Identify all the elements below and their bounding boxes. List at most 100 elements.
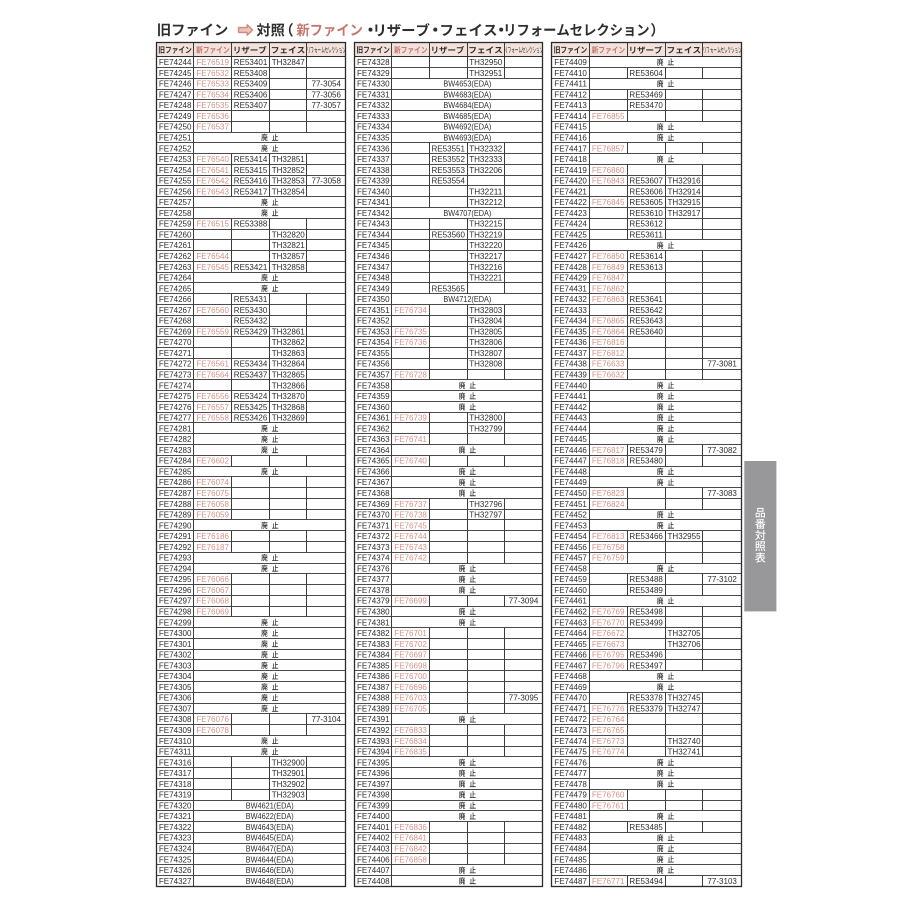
svg-text:FE76776: FE76776 — [592, 705, 625, 714]
svg-text:FE74427: FE74427 — [554, 252, 587, 261]
svg-text:FE76632: FE76632 — [592, 371, 625, 380]
svg-text:FE74344: FE74344 — [357, 230, 390, 239]
svg-text:TH32219: TH32219 — [469, 230, 503, 239]
svg-text:FE76816: FE76816 — [592, 338, 625, 347]
svg-text:77-3103: 77-3103 — [707, 877, 737, 886]
svg-text:RE53497: RE53497 — [629, 661, 663, 670]
svg-text:FE76834: FE76834 — [394, 737, 427, 746]
svg-text:RE53421: RE53421 — [234, 263, 268, 272]
svg-text:FE74416: FE74416 — [554, 134, 587, 143]
svg-text:TH32900: TH32900 — [272, 758, 306, 767]
svg-text:FE76535: FE76535 — [196, 101, 229, 110]
svg-text:FE76543: FE76543 — [196, 187, 229, 196]
svg-text:FE74454: FE74454 — [554, 532, 587, 541]
svg-text:FE76702: FE76702 — [394, 640, 427, 649]
svg-text:FE74301: FE74301 — [159, 640, 192, 649]
svg-text:TH32955: TH32955 — [668, 532, 702, 541]
svg-text:RE53613: RE53613 — [629, 263, 663, 272]
svg-text:RE53437: RE53437 — [234, 371, 268, 380]
svg-text:FE74415: FE74415 — [554, 123, 587, 132]
svg-text:RE53480: RE53480 — [629, 457, 663, 466]
svg-text:FE74262: FE74262 — [159, 252, 192, 261]
svg-text:FE74264: FE74264 — [159, 274, 192, 283]
svg-text:FE74317: FE74317 — [159, 769, 192, 778]
svg-text:FE76519: FE76519 — [196, 58, 229, 67]
svg-text:RE53388: RE53388 — [234, 220, 268, 229]
svg-text:TH32847: TH32847 — [272, 58, 306, 67]
svg-text:FE74426: FE74426 — [554, 241, 587, 250]
svg-text:FE74373: FE74373 — [357, 543, 390, 552]
svg-text:FE74429: FE74429 — [554, 274, 587, 283]
svg-text:77-3081: 77-3081 — [707, 360, 737, 369]
svg-text:FE74349: FE74349 — [357, 284, 390, 293]
svg-text:FE74282: FE74282 — [159, 435, 192, 444]
svg-text:FE74431: FE74431 — [554, 284, 587, 293]
svg-text:FE74266: FE74266 — [159, 295, 192, 304]
svg-text:BW4622(EDA): BW4622(EDA) — [246, 812, 294, 821]
svg-text:FE74265: FE74265 — [159, 284, 192, 293]
svg-text:FE76863: FE76863 — [592, 295, 625, 304]
svg-text:FE74341: FE74341 — [357, 198, 390, 207]
svg-text:RE53378: RE53378 — [629, 694, 663, 703]
svg-text:FE76542: FE76542 — [196, 177, 229, 186]
svg-text:FE74254: FE74254 — [159, 166, 192, 175]
svg-text:RE53553: RE53553 — [432, 166, 466, 175]
svg-text:TH32857: TH32857 — [272, 252, 306, 261]
svg-text:FE74316: FE74316 — [159, 758, 192, 767]
svg-text:FE74441: FE74441 — [554, 392, 587, 401]
svg-text:TH32916: TH32916 — [668, 177, 702, 186]
svg-text:FE76187: FE76187 — [196, 543, 229, 552]
svg-text:RE53499: RE53499 — [629, 618, 663, 627]
svg-text:FE76728: FE76728 — [394, 371, 427, 380]
svg-text:FE74442: FE74442 — [554, 403, 587, 412]
svg-text:77-3095: 77-3095 — [509, 694, 539, 703]
svg-text:RE53416: RE53416 — [234, 177, 268, 186]
svg-text:FE74277: FE74277 — [159, 414, 192, 423]
svg-text:FE76818: FE76818 — [592, 457, 625, 466]
svg-text:FE74276: FE74276 — [159, 403, 192, 412]
svg-text:FE74379: FE74379 — [357, 597, 390, 606]
svg-text:FE74244: FE74244 — [159, 58, 192, 67]
svg-text:FE74272: FE74272 — [159, 360, 192, 369]
svg-text:RE53409: RE53409 — [234, 80, 268, 89]
svg-text:TH32901: TH32901 — [272, 769, 306, 778]
svg-text:FE74434: FE74434 — [554, 317, 587, 326]
svg-text:77-3083: 77-3083 — [707, 489, 737, 498]
svg-text:RE53424: RE53424 — [234, 392, 268, 401]
svg-text:TH32741: TH32741 — [668, 748, 702, 757]
svg-text:FE74359: FE74359 — [357, 392, 390, 401]
svg-text:FE76698: FE76698 — [394, 661, 427, 670]
svg-text:FE74393: FE74393 — [357, 737, 390, 746]
svg-text:FE74303: FE74303 — [159, 661, 192, 670]
svg-text:FE76741: FE76741 — [394, 435, 427, 444]
svg-text:FE74395: FE74395 — [357, 758, 390, 767]
svg-text:FE74459: FE74459 — [554, 575, 587, 584]
svg-text:TH32706: TH32706 — [668, 640, 702, 649]
svg-text:FE76745: FE76745 — [394, 521, 427, 530]
svg-text:FE74475: FE74475 — [554, 748, 587, 757]
svg-text:FE76843: FE76843 — [592, 177, 625, 186]
svg-text:FE76769: FE76769 — [592, 608, 625, 617]
svg-text:FE76845: FE76845 — [592, 198, 625, 207]
svg-text:BW4685(EDA): BW4685(EDA) — [443, 112, 491, 121]
svg-text:FE76770: FE76770 — [592, 618, 625, 627]
svg-text:FE74333: FE74333 — [357, 112, 390, 121]
svg-text:FE74321: FE74321 — [159, 812, 192, 821]
svg-text:FE74410: FE74410 — [554, 69, 587, 78]
svg-text:FE76855: FE76855 — [592, 112, 625, 121]
svg-text:FE74353: FE74353 — [357, 327, 390, 336]
svg-text:TH32807: TH32807 — [469, 349, 503, 358]
svg-text:RE53614: RE53614 — [629, 252, 663, 261]
svg-text:FE74360: FE74360 — [357, 403, 390, 412]
svg-text:BW4643(EDA): BW4643(EDA) — [246, 823, 294, 832]
svg-text:TH32745: TH32745 — [668, 694, 702, 703]
svg-text:FE74289: FE74289 — [159, 511, 192, 520]
svg-text:FE74432: FE74432 — [554, 295, 587, 304]
svg-text:FE74445: FE74445 — [554, 435, 587, 444]
svg-text:FE74302: FE74302 — [159, 651, 192, 660]
svg-text:RE53610: RE53610 — [629, 209, 663, 218]
svg-text:FE74356: FE74356 — [357, 360, 390, 369]
svg-text:FE76833: FE76833 — [394, 726, 427, 735]
svg-text:FE76186: FE76186 — [196, 532, 229, 541]
svg-text:FE74299: FE74299 — [159, 618, 192, 627]
